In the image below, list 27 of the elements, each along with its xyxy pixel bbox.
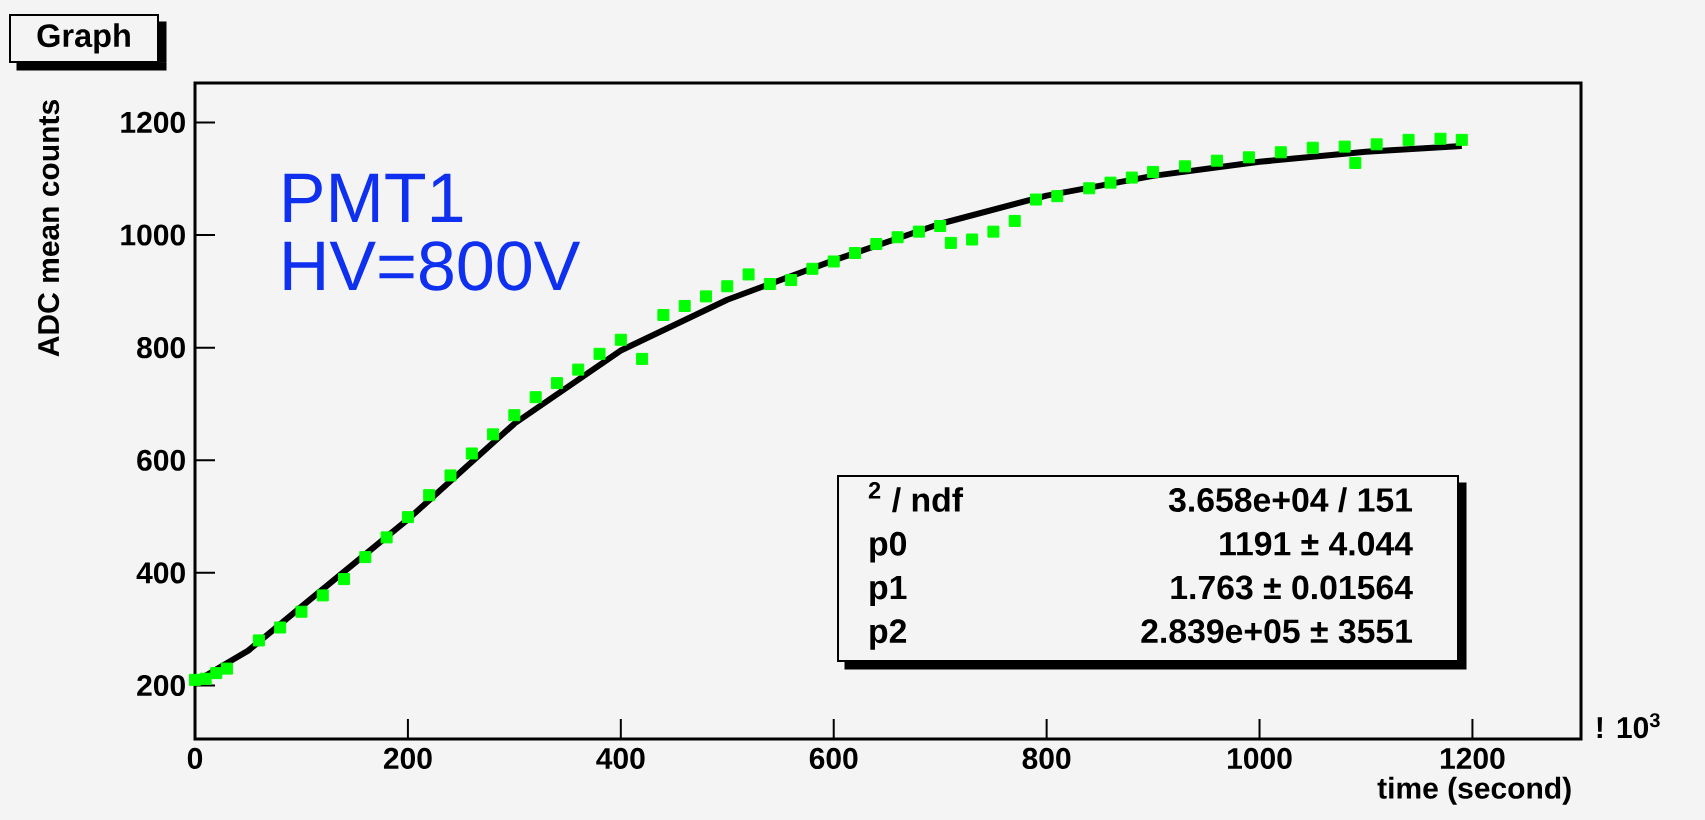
x-axis-title: time (second) (1377, 776, 1571, 805)
y-tick-label: 1200 (121, 111, 185, 133)
y-tick-label: 400 (136, 562, 185, 584)
annotation: 1191 ± 4.044 (1220, 531, 1413, 556)
annotation: 3.658e+04 / 151 (1168, 487, 1413, 513)
y-tick-label: 600 (137, 449, 185, 471)
x-tick-label: 0 (187, 747, 203, 770)
annotation: 2.839e+05 ± 3551 (1141, 619, 1413, 644)
chart-title: Graph (37, 23, 130, 54)
annotation: PMT1 (284, 173, 463, 222)
annotation: 1.763 ± 0.01564 (1171, 575, 1413, 600)
annotation: p2 (870, 619, 907, 650)
x-tick-label: 1000 (1228, 747, 1292, 770)
y-axis-title: ADC mean counts (37, 100, 60, 357)
x-tick-label: 200 (383, 747, 432, 770)
y-tick-label: 800 (137, 337, 185, 359)
y-tick-label: 200 (137, 674, 185, 697)
annotation: HV=800V (284, 241, 581, 291)
x-tick-label: 400 (596, 747, 645, 770)
annotation: p1 (870, 575, 907, 607)
x-tick-label: 600 (809, 747, 858, 770)
x-tick-label: 800 (1022, 747, 1071, 770)
text: ! 10$^{3}$ (1597, 713, 1660, 739)
x-tick-label: 1200 (1440, 747, 1505, 770)
annotation: $^{2}$ / ndf (868, 482, 964, 513)
y-tick-label: 1000 (121, 224, 185, 246)
annotation: p0 (870, 531, 907, 563)
